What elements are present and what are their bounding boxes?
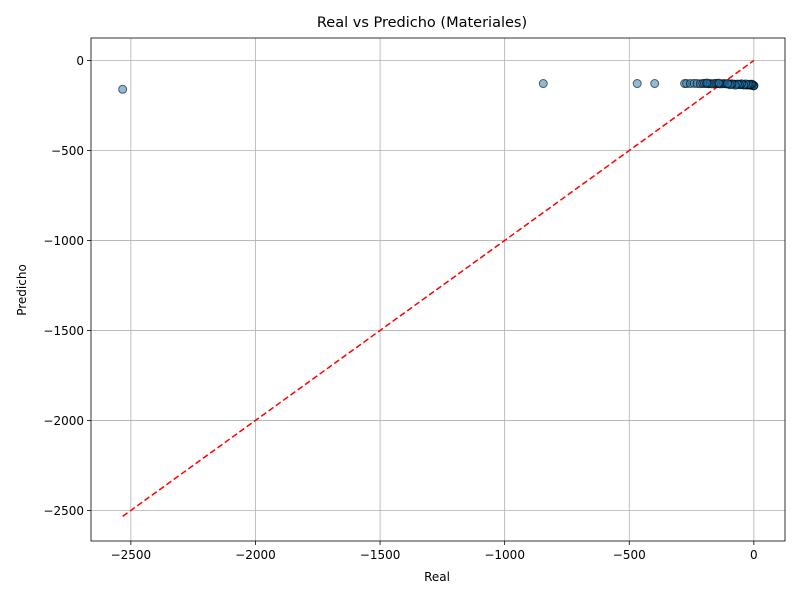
y-axis-label: Predicho (15, 264, 29, 316)
y-tick-label: −1000 (43, 234, 84, 248)
chart-title: Real vs Predicho (Materiales) (317, 15, 527, 31)
y-axis-ticks: 0 −500 −1000 −1500 −2000 −2500 (43, 54, 91, 518)
x-tick-label: −1000 (484, 548, 525, 562)
reference-line (122, 59, 755, 517)
scatter-point (650, 79, 660, 89)
x-axis-label: Real (424, 570, 450, 584)
scatter-point (714, 78, 724, 88)
data-points (118, 78, 759, 94)
scatter-point (723, 79, 733, 89)
scatter-point (118, 84, 128, 94)
scatter-point (632, 79, 642, 89)
x-tick-label: −2500 (111, 548, 152, 562)
plot-area-frame (90, 37, 786, 542)
y-tick-label: −2000 (43, 414, 84, 428)
x-tick-label: −1500 (360, 548, 401, 562)
scatter-point (538, 79, 548, 89)
x-axis-ticks: −2500 −2000 −1500 −1000 −500 0 (111, 541, 758, 562)
y-tick-label: −2500 (43, 504, 84, 518)
scatter-point (702, 78, 712, 88)
grid-lines (91, 38, 785, 541)
x-tick-label: 0 (750, 548, 758, 562)
x-tick-label: −500 (613, 548, 646, 562)
y-tick-label: −1500 (43, 324, 84, 338)
y-tick-label: −500 (51, 144, 84, 158)
reference-line-group (122, 59, 755, 517)
x-tick-label: −2000 (235, 548, 276, 562)
y-tick-label: 0 (76, 54, 84, 68)
